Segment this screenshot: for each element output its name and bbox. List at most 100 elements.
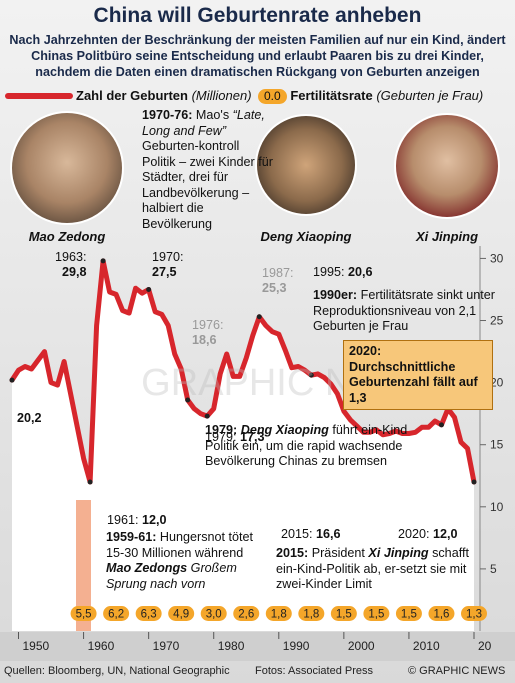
fertility-pill — [70, 606, 97, 621]
x-tick-label: 1970 — [153, 639, 180, 653]
point-label: 1987: 25,3 — [262, 266, 294, 296]
legend-unit: (Millionen) — [191, 88, 252, 103]
fertility-pill — [330, 606, 357, 621]
note-text: Präsident — [308, 546, 369, 560]
annotation: 1990er: Fertilitätsrate sinkt unter Repr… — [313, 288, 505, 335]
fertility-pill — [298, 606, 325, 621]
fertility-label: 1,8 — [303, 609, 319, 621]
note-head: 1979: — [205, 423, 238, 437]
x-tick-label: 2000 — [348, 639, 375, 653]
y-tick-label: 10 — [490, 500, 504, 514]
x-tick-label: 1990 — [283, 639, 310, 653]
x-tick-label: 1960 — [88, 639, 115, 653]
point-label: 1961: 12,0 — [107, 513, 167, 528]
point-value: 27,5 — [152, 265, 177, 279]
title: China will Geburtenrate anheben — [93, 4, 422, 27]
fertility-pill — [168, 606, 195, 621]
y-tick-label: 20 — [490, 376, 504, 390]
fertility-pill — [395, 606, 422, 621]
source: Quellen: Bloomberg, UN, National Geograp… — [4, 665, 230, 677]
y-tick-label: 5 — [490, 562, 497, 576]
fertility-label: 2,6 — [238, 609, 254, 621]
point-year: 1979: — [205, 430, 237, 444]
annotation: 1959-61: Hungersnot tötet 15-30 Millione… — [106, 530, 266, 592]
fertility-pill — [461, 606, 487, 621]
point-year: 1963: — [55, 250, 87, 264]
point-year: 1970: — [152, 250, 184, 264]
famine-band — [76, 500, 91, 631]
plot-area: 5 10 15 20 25 30 — [9, 246, 504, 631]
fertility-pill — [233, 606, 260, 621]
point-value: 12,0 — [142, 513, 167, 527]
annotation: 2015: Präsident Xi Jinping schafft ein-K… — [276, 546, 472, 593]
note-text: schafft ein-Kind-Politik ab, er-setzt si… — [276, 546, 469, 591]
note-text: Fertilitätsrate sinkt unter Reproduktion… — [313, 288, 496, 333]
legend-swatch: 0.0 — [258, 89, 287, 104]
point-marker — [87, 479, 93, 485]
point-year: 2015: — [281, 527, 313, 541]
photo-caption: Mao Zedong — [28, 229, 106, 244]
subtitle: Nach Jahrzehnten der Beschränkung der me… — [9, 33, 506, 79]
x-tick-label: 1980 — [218, 639, 245, 653]
point-value: 20,2 — [17, 411, 42, 425]
point-label: 1995: 20,6 — [313, 265, 373, 280]
fertility-label: 1,8 — [271, 609, 287, 621]
point-value: 12,0 — [433, 527, 458, 541]
point-value: 29,8 — [62, 265, 87, 279]
fertility-label: 1,3 — [466, 609, 482, 621]
point-marker — [471, 479, 477, 485]
note-head: 1990er: — [313, 288, 358, 302]
fertility-label: 1,5 — [401, 609, 417, 621]
y-tick-label: 25 — [490, 314, 504, 328]
point-value: 17,3 — [240, 430, 265, 444]
point-marker — [146, 286, 152, 292]
note-head: 1970-76: — [142, 108, 193, 122]
area — [12, 260, 474, 631]
annotation-box: 2020: Durchschnittliche Geburtenzahl fäl… — [343, 340, 493, 410]
point-year: 1961: — [107, 513, 139, 527]
fertility-label: 1,6 — [433, 609, 449, 621]
fertility-label: 1,5 — [336, 609, 352, 621]
point-year: 1987: — [262, 266, 294, 280]
note-text: Geburten-kontroll Politik – zwei Kinder … — [142, 139, 273, 231]
x-tick-label: 20 — [478, 639, 492, 653]
point-marker — [185, 397, 191, 403]
fertility-pill — [135, 606, 162, 621]
annotation: 1979: Deng Xiaoping führt ein-Kind Polit… — [205, 423, 415, 470]
annotation: 1970-76: Mao's “Late, Long and Few” Gebu… — [142, 108, 274, 232]
note-text: Xi Jinping — [368, 546, 429, 560]
photo — [255, 114, 357, 216]
point-label: 2020: 12,0 — [398, 527, 458, 542]
x-tick-label: 2010 — [413, 639, 440, 653]
fertility-label: 3,0 — [206, 609, 222, 621]
point-year: 1976: — [192, 318, 224, 332]
point-value: 18,6 — [192, 333, 217, 347]
fertility-pill — [200, 606, 227, 621]
photo — [10, 111, 124, 225]
point-label: 2015: 16,6 — [281, 527, 341, 542]
point-marker — [256, 314, 262, 320]
fertility-pill — [103, 606, 130, 621]
point-label: 1979: 17,3 — [205, 430, 265, 445]
y-tick-label: 15 — [490, 438, 504, 452]
fertility-label: 4,9 — [173, 609, 189, 621]
fertility-pill — [363, 606, 390, 621]
point-label: 1963: 29,8 — [55, 250, 87, 280]
x-axis-band — [0, 632, 515, 661]
note-text: Großem Sprung nach vorn — [106, 561, 237, 591]
point-year: 1995: — [313, 265, 345, 279]
photo-credit: Fotos: Associated Press — [255, 665, 373, 677]
point-label: 20,2 — [17, 411, 42, 426]
point-value: 16,6 — [316, 527, 341, 541]
fertility-pill — [265, 606, 292, 621]
legend-unit: (Geburten je Frau) — [376, 88, 484, 103]
note-head: 2015: — [276, 546, 309, 560]
point-label: 1970: 27,5 — [152, 250, 184, 280]
fertility-pill — [428, 606, 455, 621]
point-year: 2020: — [398, 527, 430, 541]
legend-label: Fertilitätsrate — [290, 88, 373, 103]
note-text: Mao Zedongs — [106, 561, 188, 575]
copyright: © GRAPHIC NEWS — [408, 665, 506, 677]
